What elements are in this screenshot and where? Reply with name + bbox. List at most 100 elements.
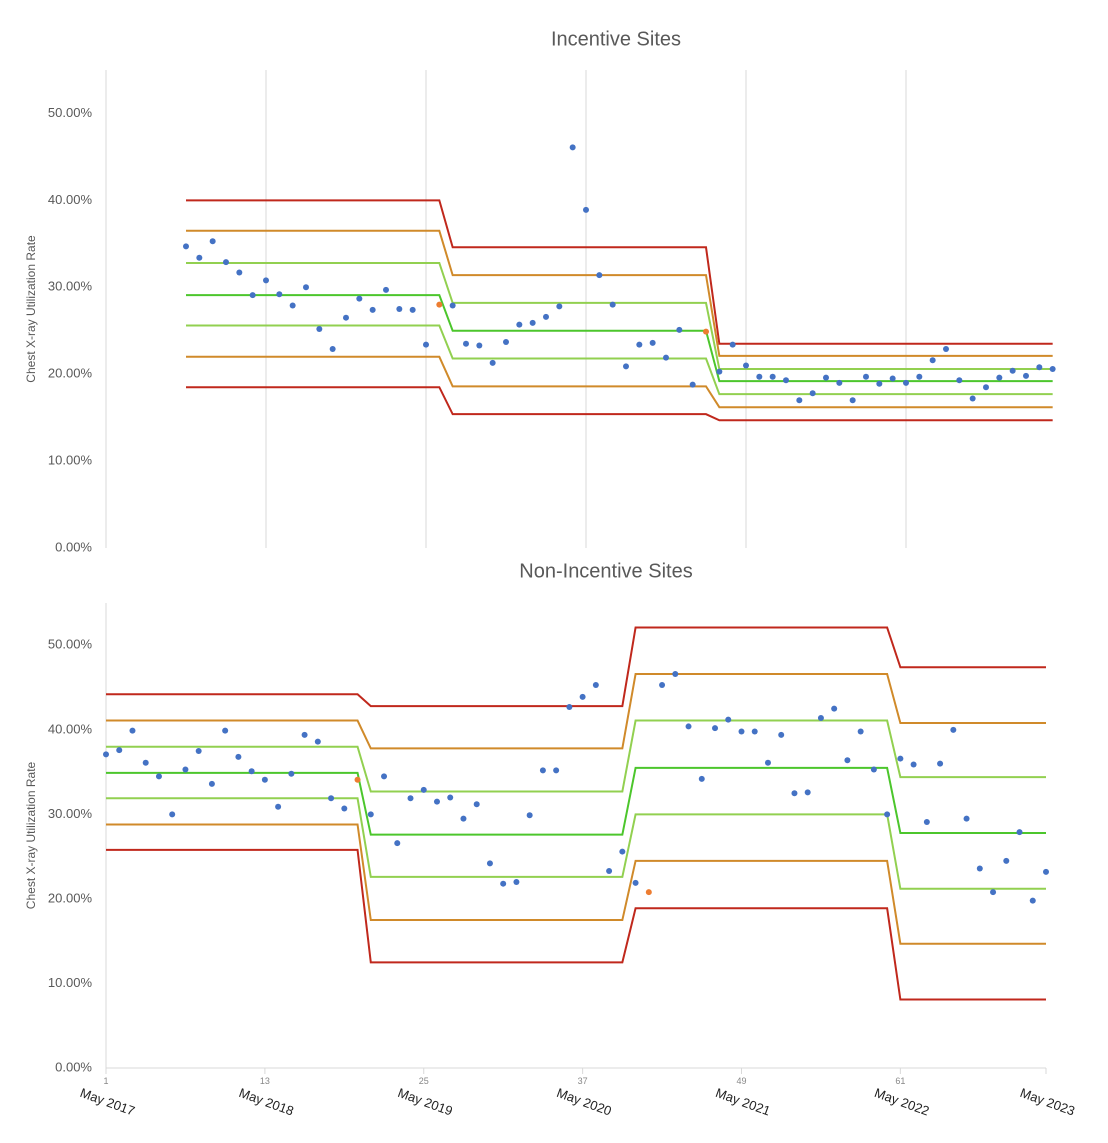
data-point (645, 889, 652, 896)
data-point (751, 728, 758, 735)
y-tick-label: 50.00% (48, 637, 93, 652)
data-point (433, 798, 440, 805)
x-index-label: 49 (736, 1076, 746, 1086)
control-limit (186, 324, 1053, 396)
data-point (223, 259, 229, 266)
data-point (796, 397, 803, 404)
data-point (1003, 857, 1010, 864)
data-point (381, 773, 388, 780)
data-point (261, 776, 268, 783)
data-point (632, 879, 639, 886)
data-point (857, 728, 864, 735)
data-point (676, 326, 683, 333)
control-limit (106, 719, 1046, 793)
x-index-label: 37 (578, 1076, 588, 1086)
data-point (489, 359, 496, 366)
x-tick-label: May 2022 (873, 1085, 932, 1119)
data-point (685, 723, 692, 730)
data-point (592, 682, 599, 689)
data-point (725, 716, 732, 723)
data-point (196, 254, 203, 261)
x-index-label: 25 (419, 1076, 429, 1086)
data-point (235, 753, 242, 760)
data-point (596, 272, 603, 279)
data-point (288, 770, 295, 777)
data-point (956, 377, 963, 384)
data-point (729, 341, 736, 348)
x-tick-label: May 2018 (237, 1085, 296, 1119)
x-index-label: 61 (895, 1076, 905, 1086)
data-point (367, 811, 374, 818)
data-point (976, 865, 983, 872)
data-point (436, 301, 443, 308)
data-point (712, 725, 719, 732)
data-point (463, 340, 469, 347)
data-point (903, 379, 909, 386)
data-point (341, 805, 348, 812)
data-point (716, 368, 723, 375)
data-point (276, 291, 283, 298)
y-tick-label: 0.00% (55, 1059, 92, 1074)
control-limit (186, 229, 1053, 357)
data-point (301, 731, 308, 738)
data-point (409, 306, 416, 313)
data-point (703, 328, 709, 335)
data-point (155, 773, 162, 780)
control-limit (106, 848, 1046, 1001)
data-point (383, 286, 389, 293)
data-point (831, 705, 838, 712)
data-point (823, 374, 829, 381)
data-point (142, 759, 149, 766)
data-point (116, 747, 123, 754)
data-point (764, 759, 771, 766)
data-point (863, 373, 869, 380)
y-tick-label: 40.00% (48, 721, 93, 736)
data-point (316, 325, 323, 332)
data-point (556, 303, 563, 310)
data-point (526, 812, 533, 819)
control-limit (106, 673, 1046, 750)
data-point (849, 397, 856, 404)
data-point (1036, 364, 1043, 371)
data-point (183, 243, 189, 250)
control-limit (106, 766, 1046, 836)
data-point (619, 848, 626, 855)
data-point (743, 362, 749, 369)
data-point (583, 206, 589, 213)
data-point (778, 731, 785, 738)
data-point (169, 811, 176, 818)
data-point (636, 341, 643, 348)
data-point (473, 801, 480, 808)
data-point (1043, 868, 1049, 875)
control-limit (186, 294, 1053, 383)
data-point (289, 302, 296, 309)
data-point (369, 306, 376, 313)
data-point (783, 377, 789, 384)
y-tick-label: 20.00% (48, 366, 93, 381)
data-point (923, 818, 930, 825)
data-point (1009, 367, 1016, 374)
data-point (876, 380, 883, 387)
data-point (649, 339, 656, 346)
data-point (910, 761, 917, 768)
data-point (809, 390, 816, 397)
data-point (182, 766, 189, 773)
data-point (447, 794, 454, 801)
x-index-label: 13 (260, 1076, 270, 1086)
data-point (672, 671, 679, 678)
data-point (248, 768, 255, 775)
data-point (354, 776, 361, 783)
data-point (916, 373, 923, 380)
data-point (569, 144, 576, 151)
y-tick-label: 0.00% (55, 539, 92, 554)
control-limit (186, 199, 1053, 345)
data-point (103, 751, 109, 758)
x-tick-label: May 2023 (1018, 1085, 1077, 1119)
data-point (929, 357, 936, 364)
y-tick-label: 40.00% (48, 192, 93, 207)
data-point (356, 295, 363, 302)
data-point (791, 790, 798, 797)
data-point (950, 726, 957, 733)
data-point (1049, 365, 1056, 372)
